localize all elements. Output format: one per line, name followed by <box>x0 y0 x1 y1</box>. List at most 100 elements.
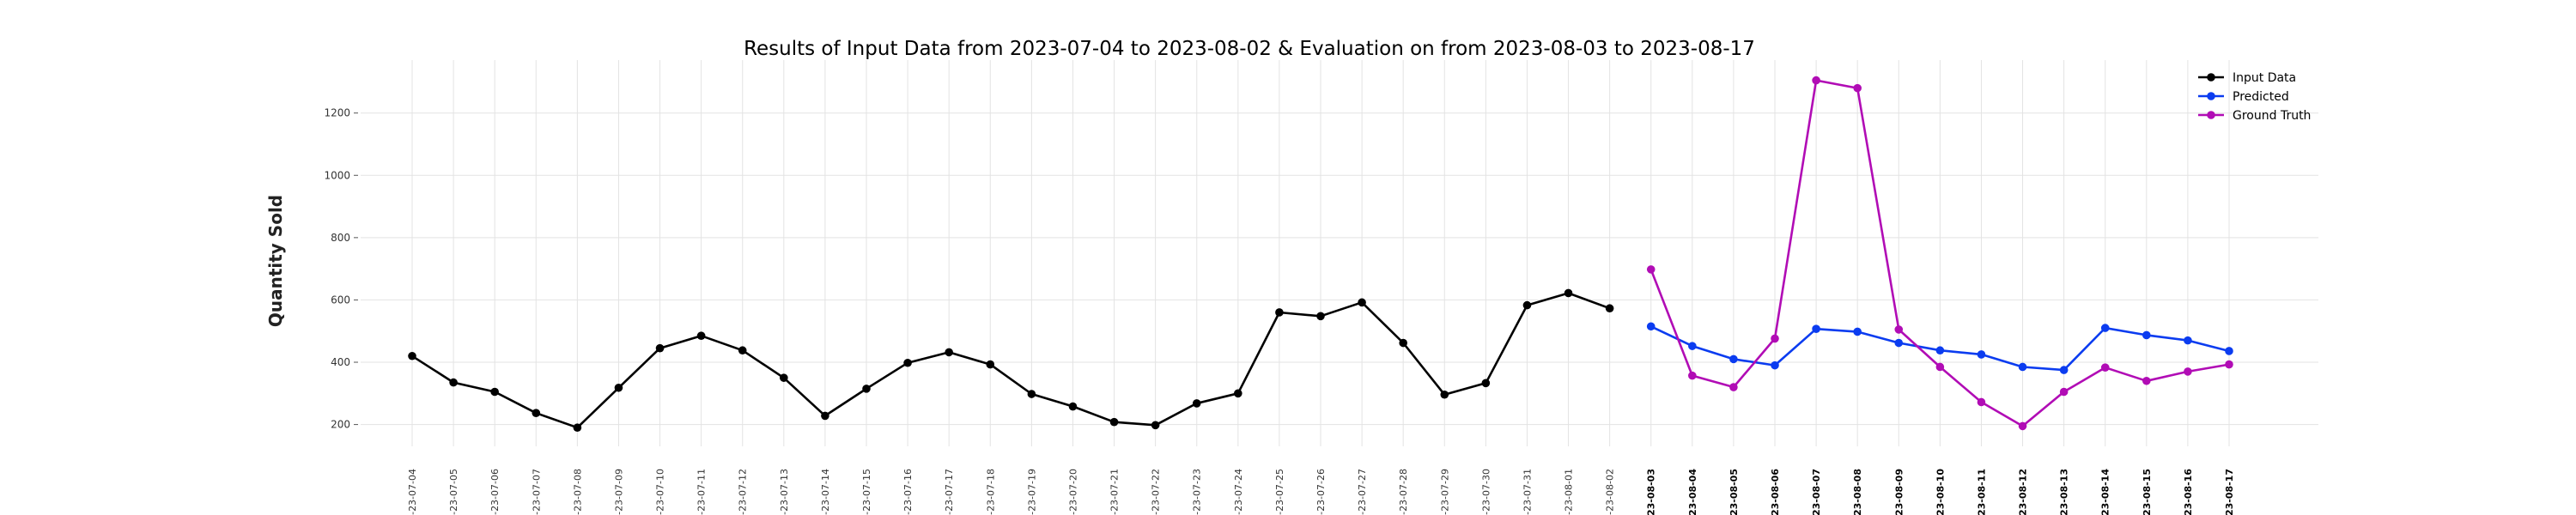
x-tick-label: -23-08-12 <box>2018 469 2029 515</box>
data-point-2 <box>1688 371 1697 380</box>
data-point-2 <box>2225 360 2233 369</box>
data-point-0 <box>1068 402 1078 411</box>
data-point-2 <box>1853 83 1862 93</box>
y-tick-label: 1000 <box>324 169 350 181</box>
x-tick-label: -23-08-01 <box>1564 469 1575 515</box>
data-point-0 <box>655 343 665 353</box>
x-tick-label: -23-07-30 <box>1480 469 1492 515</box>
data-point-2 <box>1729 383 1738 391</box>
x-tick-label: -23-07-31 <box>1522 469 1533 515</box>
data-point-1 <box>1771 360 1779 370</box>
x-tick-label: -23-08-16 <box>2183 469 2194 515</box>
x-tick-label: -23-07-13 <box>779 469 790 515</box>
x-tick-label: -23-08-03 <box>1646 469 1657 515</box>
data-point-1 <box>1688 342 1697 350</box>
x-tick-label: -23-08-09 <box>1893 469 1905 515</box>
data-point-0 <box>614 383 623 392</box>
x-tick-label: -23-07-20 <box>1067 469 1078 515</box>
data-point-0 <box>1316 312 1325 321</box>
data-point-2 <box>2018 421 2027 431</box>
data-point-0 <box>1399 338 1407 348</box>
y-tick-label: 400 <box>331 356 350 368</box>
data-point-2 <box>1646 265 1656 274</box>
x-tick-label: -23-07-06 <box>489 469 501 515</box>
x-tick-label: -23-07-16 <box>902 469 914 515</box>
data-point-1 <box>1977 350 1986 359</box>
data-point-0 <box>696 331 706 340</box>
data-point-1 <box>1646 322 1656 331</box>
x-tick-label: -23-07-21 <box>1109 469 1121 515</box>
data-point-0 <box>408 351 416 360</box>
data-point-0 <box>449 378 458 387</box>
data-point-0 <box>573 423 582 433</box>
data-point-1 <box>2018 362 2027 372</box>
data-point-2 <box>2184 367 2192 376</box>
legend-label: Ground Truth <box>2233 109 2311 123</box>
y-tick-label: 200 <box>331 419 350 431</box>
legend-marker <box>2207 73 2215 82</box>
data-point-2 <box>1894 325 1904 334</box>
x-tick-label: -23-07-26 <box>1315 469 1327 515</box>
data-point-0 <box>1440 390 1449 399</box>
data-point-2 <box>2059 387 2069 397</box>
x-tick-label: -23-08-10 <box>1935 469 1946 515</box>
data-point-0 <box>490 387 499 397</box>
x-tick-label: -23-07-29 <box>1439 469 1450 515</box>
x-tick-label: -23-07-25 <box>1274 469 1285 515</box>
x-tick-label: -23-07-17 <box>944 469 955 515</box>
data-point-0 <box>780 373 788 382</box>
data-point-0 <box>532 409 541 417</box>
x-tick-label: -23-08-13 <box>2059 469 2070 515</box>
x-tick-label: -23-07-23 <box>1192 469 1203 515</box>
legend-label: Predicted <box>2233 90 2289 104</box>
data-point-0 <box>1192 399 1201 408</box>
data-point-0 <box>1027 390 1036 398</box>
x-tick-label: -23-08-06 <box>1770 469 1781 515</box>
data-point-1 <box>1935 346 1945 355</box>
data-point-2 <box>2142 376 2151 385</box>
data-point-1 <box>2142 330 2151 340</box>
x-tick-label: -23-08-07 <box>1811 469 1822 515</box>
series-line-0 <box>411 292 1611 429</box>
data-point-2 <box>1977 397 1986 407</box>
data-point-1 <box>2100 324 2110 332</box>
x-tick-label: -23-08-15 <box>2142 469 2153 515</box>
x-tick-label: -23-07-14 <box>820 469 831 515</box>
x-tick-label: -23-07-11 <box>696 469 708 515</box>
data-point-2 <box>1771 334 1779 343</box>
legend: Input Data Predicted Ground Truth <box>2198 71 2311 123</box>
x-tick-label: -23-07-04 <box>407 469 418 515</box>
data-point-0 <box>1109 417 1119 427</box>
x-tick-label: -23-07-08 <box>572 469 583 515</box>
x-tick-label: -23-08-14 <box>2100 469 2111 515</box>
x-tick-label: -23-07-07 <box>531 469 542 515</box>
x-tick-label: -23-08-08 <box>1852 469 1863 515</box>
grid <box>361 60 2318 446</box>
x-tick-label: -23-08-04 <box>1687 469 1698 515</box>
data-point-0 <box>1275 308 1284 317</box>
data-point-2 <box>1935 362 1945 372</box>
data-point-0 <box>1522 300 1532 310</box>
x-tick-label: -23-07-28 <box>1398 469 1409 515</box>
data-point-0 <box>945 348 953 357</box>
x-tick-label: -23-08-11 <box>1976 469 1987 515</box>
data-point-0 <box>862 385 871 393</box>
data-point-1 <box>2059 366 2069 374</box>
x-tick-label: -23-07-24 <box>1233 469 1244 515</box>
data-point-0 <box>738 346 747 355</box>
data-point-0 <box>903 358 912 367</box>
data-point-1 <box>2225 347 2233 355</box>
data-point-0 <box>986 360 995 369</box>
data-point-0 <box>1234 389 1242 398</box>
data-point-0 <box>1151 421 1160 430</box>
series-layer <box>408 76 2233 433</box>
x-tick-label: -23-07-18 <box>985 469 996 515</box>
x-tick-label: -23-07-19 <box>1026 469 1037 515</box>
y-tick-label: 1200 <box>324 107 350 119</box>
x-tick-label: -23-08-05 <box>1728 469 1740 515</box>
x-tick-label: -23-07-10 <box>655 469 666 515</box>
x-tick-label: -23-07-09 <box>613 469 624 515</box>
data-point-1 <box>1729 354 1738 364</box>
data-point-1 <box>2184 336 2192 345</box>
